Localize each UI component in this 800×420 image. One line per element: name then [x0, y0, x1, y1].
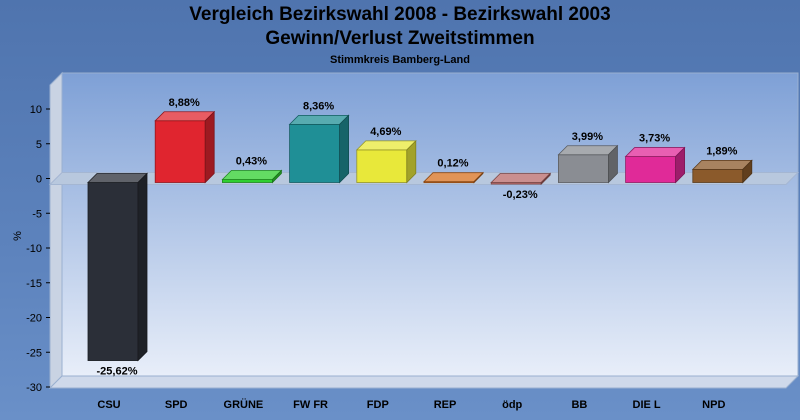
bar-die-l [624, 146, 686, 184]
bar-side [339, 114, 350, 184]
x-tick-label: GRÜNE [224, 398, 264, 411]
chart-subsubtitle: Stimmkreis Bamberg-Land [330, 54, 470, 66]
bar-side [540, 172, 551, 186]
bar-top [154, 111, 216, 122]
x-tick-label: CSU [97, 399, 120, 411]
bar-front [558, 154, 609, 183]
data-label: 1,89% [706, 145, 737, 157]
bars [87, 110, 753, 362]
bar-side [406, 139, 417, 184]
y-tick-label: -25 [26, 347, 42, 359]
bar-top [288, 114, 350, 125]
x-axis: CSU SPD GRÜNE FW FR FDP REP ödp BB DIE L NPD [97, 398, 725, 411]
y-tick-label: 5 [36, 139, 42, 151]
y-tick-label: -15 [26, 278, 42, 290]
y-tick-label: -20 [26, 313, 42, 325]
data-label: 8,88% [169, 97, 200, 109]
x-tick-label: FW FR [293, 399, 328, 411]
bar-top [490, 173, 552, 183]
bar-bb [557, 144, 619, 184]
bar-front [221, 179, 273, 183]
x-tick-label: FDP [367, 399, 389, 411]
bar-side [271, 169, 282, 184]
data-label: 3,73% [639, 133, 670, 145]
bar-top [691, 159, 753, 170]
bar-spd [154, 110, 216, 184]
x-tick-label: REP [434, 399, 457, 411]
bar-front [87, 182, 139, 361]
y-tick-label: 0 [36, 174, 42, 186]
bar-front [692, 168, 744, 183]
data-label: 0,43% [236, 156, 267, 168]
bar-side [675, 146, 685, 184]
bar-side [742, 159, 753, 184]
bar-side [608, 144, 618, 184]
bar-front [289, 123, 341, 183]
data-label: -25,62% [97, 366, 138, 378]
bar-fdp [355, 139, 417, 184]
bar-side [137, 172, 148, 362]
x-tick-label: BB [571, 399, 587, 411]
chart-title: Vergleich Bezirkswahl 2008 - Bezirkswahl… [189, 4, 611, 25]
bar-top [87, 173, 148, 183]
bar-side [473, 171, 484, 184]
y-tick-label: -5 [32, 208, 42, 220]
x-tick-label: DIE L [633, 399, 661, 411]
bar-front [356, 149, 408, 183]
bar-top [355, 140, 417, 151]
x-tick-label: ödp [502, 399, 522, 411]
bar-side [204, 110, 215, 184]
bar-front [625, 156, 676, 183]
bar-top [423, 172, 484, 183]
y-tick-label: -10 [26, 243, 42, 255]
bar-rep [423, 171, 484, 184]
data-label: -0,23% [503, 189, 538, 201]
y-tick-label: -30 [26, 382, 42, 394]
data-label: 0,12% [437, 158, 468, 170]
bar-grüne [221, 169, 283, 184]
chart-subtitle: Gewinn/Verlust Zweitstimmen [265, 28, 535, 49]
bar-ödp [490, 172, 552, 186]
bar-top [557, 145, 619, 156]
bar-csu [87, 172, 148, 362]
y-axis-label: % [12, 231, 24, 241]
data-labels: -25,62% 8,88% 0,43% 8,36% 4,69% 0,12% -0,23% 3,… [97, 97, 738, 378]
bar-front [154, 120, 206, 183]
plot-floor [48, 375, 800, 389]
plot-left-wall [49, 71, 63, 390]
data-label: 4,69% [370, 126, 401, 138]
y-axis: 10 5 0 -5 -10 -15 -20 -25 -30 [26, 104, 50, 394]
bar-npd [691, 159, 753, 184]
y-tick-label: 10 [30, 104, 42, 116]
x-tick-label: SPD [165, 399, 188, 411]
data-label: 8,36% [303, 100, 334, 112]
bar-top [624, 147, 686, 157]
bar-fw-fr [288, 114, 350, 184]
bar-top [221, 170, 283, 180]
x-tick-label: NPD [702, 399, 725, 411]
data-label: 3,99% [572, 131, 603, 143]
